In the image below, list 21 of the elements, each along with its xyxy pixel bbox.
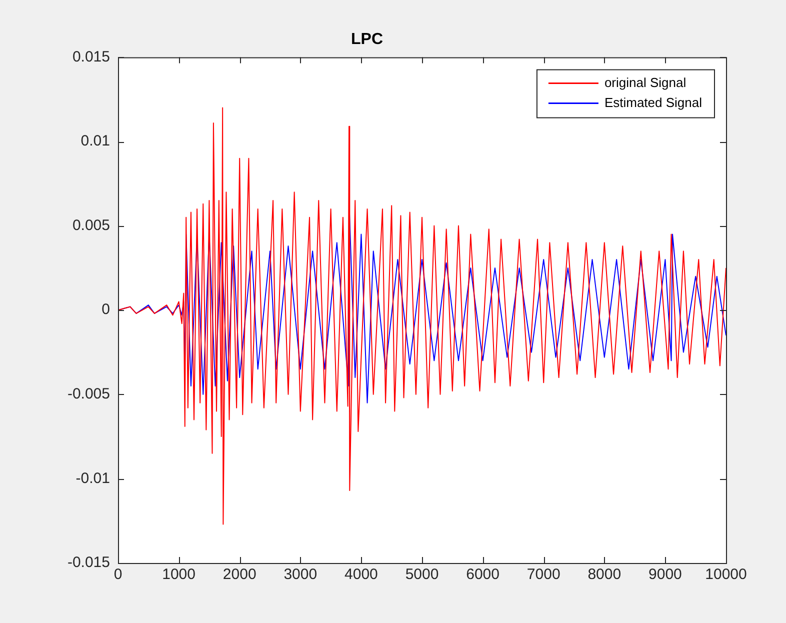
- x-tick-label: 6000: [466, 566, 500, 584]
- y-tick-label: -0.01: [76, 470, 110, 487]
- x-tick-label: 9000: [648, 566, 682, 584]
- x-tick-label: 3000: [284, 566, 318, 584]
- x-tick-label: 2000: [222, 566, 256, 584]
- y-tick-label: 0.015: [72, 48, 110, 66]
- y-tick-label: -0.015: [67, 554, 110, 572]
- chart-title: LPC: [351, 31, 384, 48]
- y-tick-label: 0.01: [80, 132, 110, 150]
- x-tick-label: 10000: [705, 566, 747, 584]
- y-tick-label: -0.005: [67, 386, 110, 403]
- x-tick-label: 0: [114, 566, 122, 584]
- legend-label: Estimated Signal: [604, 94, 702, 110]
- x-tick-label: 4000: [344, 566, 378, 584]
- x-tick-label: 5000: [405, 566, 439, 584]
- legend-label: original Signal: [604, 74, 686, 90]
- x-tick-label: 8000: [588, 566, 622, 584]
- y-tick-label: 0.005: [72, 216, 110, 234]
- x-tick-label: 7000: [526, 566, 560, 584]
- x-tick-label: 1000: [162, 566, 196, 584]
- y-tick-label: 0: [102, 301, 110, 318]
